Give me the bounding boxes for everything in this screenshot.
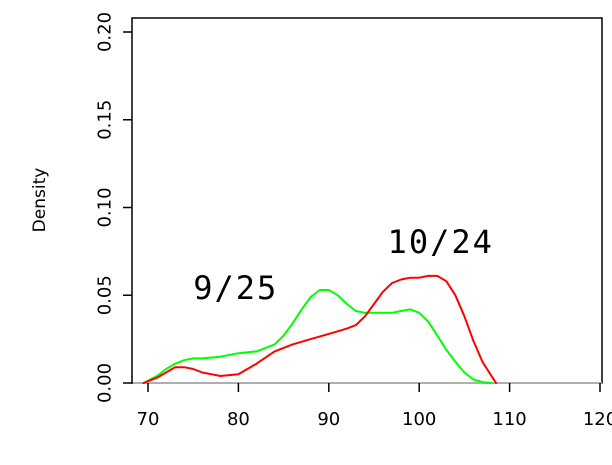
plot-frame [131,17,603,384]
x-tick-label: 80 [227,409,250,430]
x-tick-label: 100 [402,409,436,430]
y-axis-title: Density [30,168,50,233]
density-line-10-24 [142,274,497,384]
annotation-9-25: 9/25 [193,269,278,307]
x-tick-label: 70 [137,409,160,430]
density-line-9-25 [142,289,493,384]
y-tick-label: 0.10 [95,187,116,227]
annotation-layer: 9/25 10/24 [193,223,494,307]
x-tick-label: 90 [317,409,340,430]
x-axis: 70 80 90 100 110 120 [137,383,612,430]
y-axis: 0.00 0.05 0.10 0.15 0.20 [95,12,132,403]
x-tick-label: 120 [583,409,612,430]
y-tick-label: 0.20 [95,12,116,52]
x-tick-label: 110 [492,409,526,430]
series-layer [142,274,497,384]
y-tick-label: 0.15 [95,100,116,140]
annotation-10-24: 10/24 [388,223,494,261]
y-tick-label: 0.00 [95,363,116,403]
y-tick-label: 0.05 [95,275,116,315]
